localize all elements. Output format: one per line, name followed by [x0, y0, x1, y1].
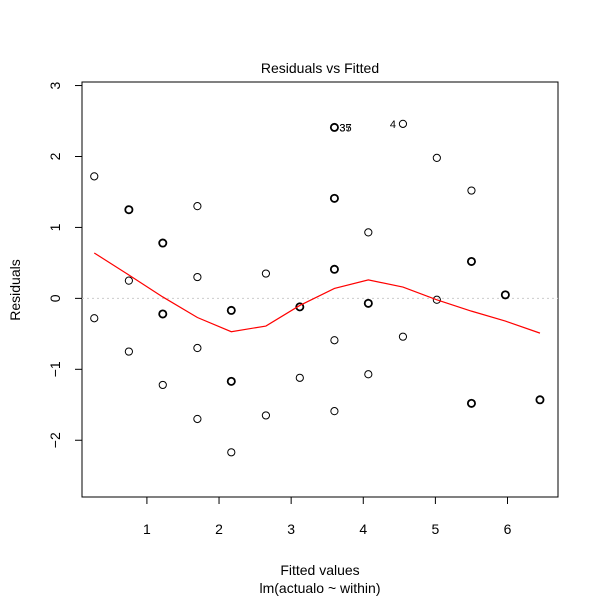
data-point [330, 336, 339, 345]
data-point [193, 343, 202, 353]
plot-frame [81, 81, 559, 498]
x-tick-label: 5 [431, 521, 439, 537]
data-point [364, 228, 373, 237]
data-point [329, 193, 339, 203]
x-tick-label: 2 [215, 521, 223, 537]
data-point [124, 347, 133, 356]
data-point [158, 238, 168, 248]
data-point [193, 202, 202, 211]
data-point [329, 122, 339, 132]
data-point [90, 314, 99, 323]
x-tick-label: 4 [359, 521, 367, 537]
data-point [158, 309, 168, 319]
data-point [90, 172, 99, 181]
data-points [90, 119, 545, 457]
y-tick-label: 0 [47, 294, 63, 302]
data-point [295, 302, 305, 312]
y-tick-label: −1 [47, 361, 63, 377]
data-point [261, 269, 271, 278]
data-point [227, 448, 236, 457]
data-point [364, 370, 373, 379]
x-tick-label: 3 [287, 521, 295, 537]
data-point [467, 186, 476, 195]
y-tick-label: 3 [47, 81, 63, 89]
point-annotation: 4 [390, 119, 396, 131]
data-point [329, 264, 339, 274]
y-tick-label: 2 [47, 152, 63, 160]
data-point [124, 276, 133, 285]
x-tick-label: 1 [143, 521, 151, 537]
chart-title: Residuals vs Fitted [261, 60, 379, 76]
y-axis-label: Residuals [7, 259, 23, 320]
data-point [500, 290, 510, 300]
chart-subtitle: lm(actualo ~ within) [260, 580, 381, 596]
data-point [466, 256, 476, 266]
x-tick-label: 6 [504, 521, 512, 537]
data-point [261, 411, 271, 420]
y-tick-label: 1 [47, 223, 63, 231]
point-annotation: 35 [339, 122, 351, 134]
x-axis-label: Fitted values [280, 562, 359, 578]
data-point [363, 298, 373, 308]
data-point [398, 332, 408, 341]
data-point [226, 305, 236, 315]
y-tick-label: −2 [47, 432, 63, 448]
data-point [193, 272, 202, 282]
x-axis: 1 2 3 4 5 6 [143, 496, 512, 537]
data-point [432, 153, 441, 163]
data-point [158, 380, 167, 390]
data-point [124, 205, 134, 215]
data-point [398, 119, 408, 128]
lowess-smoother-line [93, 252, 541, 334]
data-point [226, 376, 236, 386]
data-point [432, 295, 441, 304]
data-point [295, 373, 304, 382]
data-point [466, 398, 476, 408]
point-annotation: 37 [339, 122, 351, 134]
y-axis: −2 −1 0 1 2 3 [47, 81, 83, 448]
data-point [193, 414, 202, 424]
data-point [330, 407, 339, 416]
data-point [535, 395, 545, 405]
